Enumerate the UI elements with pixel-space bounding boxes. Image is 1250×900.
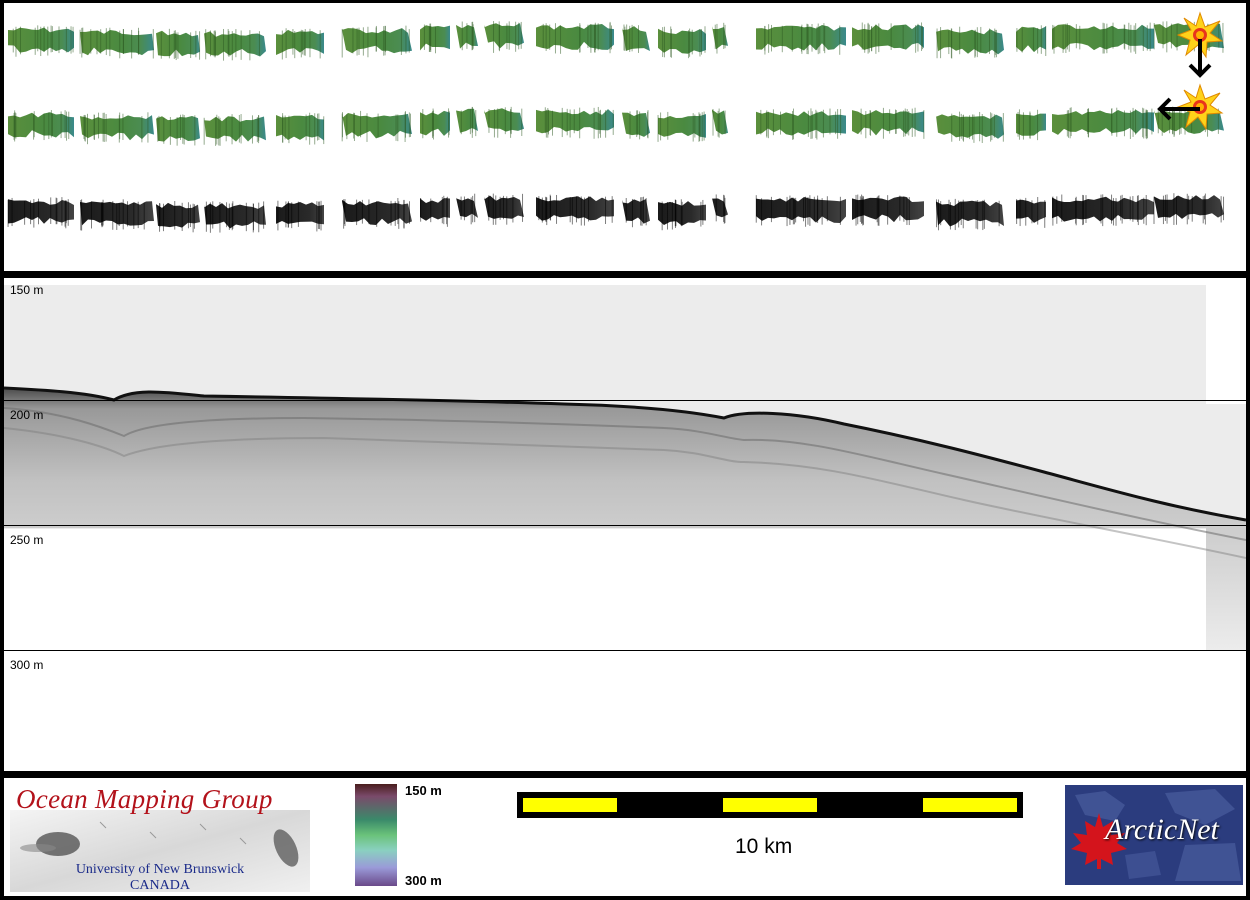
swath-panel <box>4 3 1246 271</box>
arcticnet-logo-text: ArcticNet <box>1105 813 1219 846</box>
scale-segment <box>923 798 1017 812</box>
ocean-mapping-subtitle-2: CANADA <box>130 878 190 893</box>
swath-strips <box>7 11 1225 233</box>
seafloor-line <box>4 386 1246 522</box>
depth-label-300: 300 m <box>10 658 44 672</box>
ocean-mapping-title: Ocean Mapping Group <box>16 784 273 814</box>
footer-panel: Ocean Mapping Group University of New Br… <box>4 778 1246 896</box>
swath-strip-green-1 <box>8 21 1224 61</box>
depth-label-150: 150 m <box>10 283 44 297</box>
scale-bar <box>517 792 1023 818</box>
arrow-down-icon <box>1188 39 1212 78</box>
colorbar-bottom-label: 300 m <box>405 873 442 888</box>
depth-label-250: 250 m <box>10 533 44 547</box>
scale-segment <box>723 798 817 812</box>
seabed-profile <box>4 285 1246 650</box>
swath-strip-green-2 <box>8 106 1224 146</box>
depth-label-200: 200 m <box>10 408 44 422</box>
depth-gridline-200 <box>4 400 1246 401</box>
reflector-line-2 <box>4 427 1246 559</box>
scale-bar-label: 10 km <box>735 835 793 858</box>
maple-leaf-icon <box>1071 813 1127 869</box>
sediment-layer <box>4 388 1246 650</box>
reflector-line-1 <box>4 407 1246 541</box>
seafloor-image-icon <box>10 810 310 892</box>
scale-segment <box>523 798 617 812</box>
arctic-map-icon <box>1075 789 1241 881</box>
swath-strip-gray <box>7 193 1225 233</box>
ocean-mapping-subtitle-1: University of New Brunswick <box>75 862 245 877</box>
depth-profile-panel: 150 m 200 m 250 m 300 m <box>4 278 1246 771</box>
depth-gridline-250 <box>4 525 1246 526</box>
colorbar-top-label: 150 m <box>405 783 442 798</box>
arrow-left-icon <box>1157 97 1200 121</box>
ocean-mapping-logo: Ocean Mapping Group University of New Br… <box>10 782 310 893</box>
depth-gridline-300 <box>4 650 1246 651</box>
depth-colorbar <box>355 784 397 886</box>
arcticnet-logo: ArcticNet <box>1065 785 1243 885</box>
